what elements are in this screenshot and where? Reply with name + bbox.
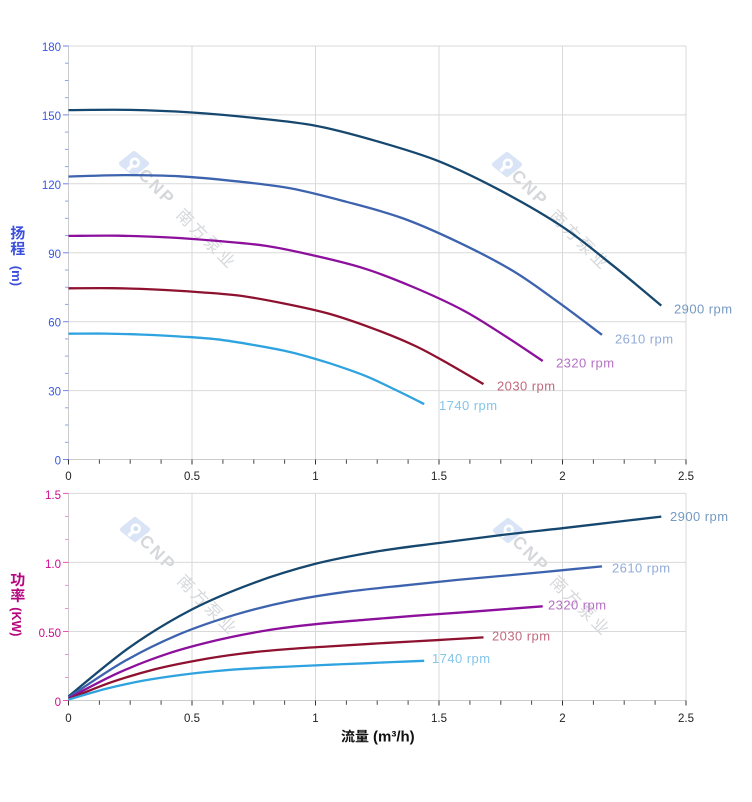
- svg-text:0: 0: [55, 697, 61, 709]
- svg-text:2610 rpm: 2610 rpm: [612, 561, 671, 576]
- svg-text:1740 rpm: 1740 rpm: [439, 398, 498, 413]
- svg-text:2900 rpm: 2900 rpm: [670, 509, 729, 524]
- svg-text:2: 2: [559, 471, 565, 483]
- svg-text:2.5: 2.5: [678, 713, 694, 725]
- svg-text:0.5: 0.5: [184, 713, 200, 725]
- svg-text:0.5: 0.5: [184, 471, 200, 483]
- svg-text:1.5: 1.5: [431, 713, 447, 725]
- svg-text:90: 90: [48, 249, 61, 261]
- svg-text:2610 rpm: 2610 rpm: [615, 332, 674, 347]
- svg-text:180: 180: [42, 42, 61, 54]
- svg-text:2320 rpm: 2320 rpm: [556, 356, 615, 371]
- svg-text:2030 rpm: 2030 rpm: [492, 629, 551, 644]
- svg-text:0: 0: [65, 471, 71, 483]
- svg-text:(m): (m): [9, 266, 24, 286]
- svg-text:1.0: 1.0: [45, 559, 61, 571]
- svg-text:(KW): (KW): [9, 607, 23, 636]
- svg-text:0: 0: [55, 456, 61, 468]
- svg-text:1.5: 1.5: [45, 490, 61, 502]
- svg-text:150: 150: [42, 111, 61, 123]
- svg-text:2030 rpm: 2030 rpm: [497, 379, 556, 394]
- svg-text:1: 1: [312, 713, 318, 725]
- svg-text:60: 60: [48, 318, 61, 330]
- svg-text:(m³/h): (m³/h): [373, 728, 415, 745]
- svg-text:2.5: 2.5: [678, 471, 694, 483]
- svg-text:120: 120: [42, 180, 61, 192]
- svg-text:2320 rpm: 2320 rpm: [548, 598, 607, 613]
- svg-text:1740 rpm: 1740 rpm: [432, 651, 491, 666]
- svg-text:2900 rpm: 2900 rpm: [674, 302, 733, 317]
- svg-text:2: 2: [559, 713, 565, 725]
- svg-text:0: 0: [65, 713, 71, 725]
- svg-text:1: 1: [312, 471, 318, 483]
- svg-text:30: 30: [48, 387, 61, 399]
- svg-text:1.5: 1.5: [431, 471, 447, 483]
- svg-text:0.50: 0.50: [39, 628, 61, 640]
